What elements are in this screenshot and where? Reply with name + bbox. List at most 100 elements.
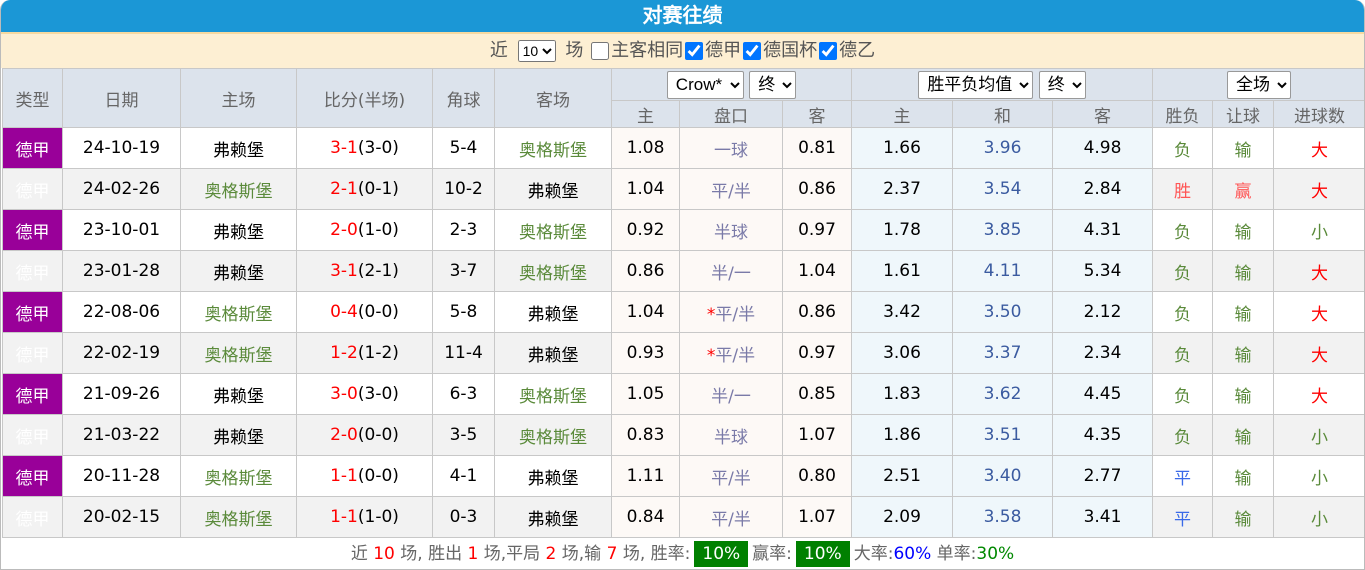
match-count-select[interactable]: 10 [517,40,556,62]
away-team[interactable]: 奥格斯堡 [494,373,612,415]
period-select[interactable]: 全场 [1227,70,1292,99]
half-time-score: (1-0) [357,507,399,527]
score[interactable]: 3-1(3-0) [296,127,433,169]
away-team[interactable]: 弗赖堡 [494,332,612,374]
eu-draw-odds: 3.40 [952,455,1053,497]
away-team[interactable]: 弗赖堡 [494,168,612,210]
league-checkbox-2-bundesliga[interactable] [819,42,838,60]
col-score: 比分(半场) [296,68,433,128]
score[interactable]: 2-0(0-0) [296,414,433,456]
home-team[interactable]: 奥格斯堡 [180,168,297,210]
eu-select-group: 胜平负均值 终 [850,68,1154,101]
ah-away-odds: 0.86 [782,168,852,210]
score[interactable]: 1-1(0-0) [296,455,433,497]
away-team[interactable]: 奥格斯堡 [494,127,612,169]
goals-result: 小 [1273,496,1364,538]
eu-draw-odds: 3.96 [952,127,1053,169]
table-row: 德甲 20-02-15 奥格斯堡 1-1(1-0) 0-3 弗赖堡 0.84 平/半 1.07 2… [2,496,1364,538]
corners: 5-4 [432,127,495,169]
away-team[interactable]: 弗赖堡 [494,496,612,538]
corners: 11-4 [432,332,495,374]
table-row: 德甲 23-10-01 弗赖堡 2-0(1-0) 2-3 奥格斯堡 0.92 半球 0.97 1.… [2,209,1364,251]
score[interactable]: 3-1(2-1) [296,250,433,292]
away-team[interactable]: 奥格斯堡 [494,209,612,251]
score[interactable]: 0-4(0-0) [296,291,433,333]
summary-text: 单率: [936,544,977,564]
home-team[interactable]: 奥格斯堡 [180,455,297,497]
handicap-result: 赢 [1212,168,1275,210]
col-handicap-result: 让球 [1212,100,1275,128]
half-time-score: (0-0) [357,466,399,486]
eu-draw-odds: 3.50 [952,291,1053,333]
half-time-score: (1-2) [357,343,399,363]
half-time-score: (0-0) [357,302,399,322]
eu-away-odds: 4.35 [1051,414,1154,456]
home-team[interactable]: 弗赖堡 [180,209,297,251]
league-type[interactable]: 德甲 [2,455,63,497]
league-type[interactable]: 德甲 [2,373,63,415]
league-type[interactable]: 德甲 [2,414,63,456]
summary-text: 场,输 [561,544,602,564]
ah-home-odds: 0.86 [611,250,680,292]
company-select[interactable]: Crow* [666,70,744,99]
handicap-result: 输 [1212,291,1275,333]
match-date: 21-03-22 [62,414,181,456]
home-team[interactable]: 弗赖堡 [180,373,297,415]
ah-away-odds: 0.85 [782,373,852,415]
match-date: 23-01-28 [62,250,181,292]
score[interactable]: 3-0(3-0) [296,373,433,415]
league-type[interactable]: 德甲 [2,250,63,292]
league-type[interactable]: 德甲 [2,168,63,210]
away-team[interactable]: 弗赖堡 [494,291,612,333]
eu-away-odds: 3.41 [1051,496,1154,538]
same-home-away-checkbox[interactable] [591,42,610,60]
league-type[interactable]: 德甲 [2,209,63,251]
league-checkbox-dfb-pokal[interactable] [743,42,762,60]
summary-wins: 1 [467,544,479,564]
handicap-result: 输 [1212,209,1275,251]
full-time-score: 3-0 [330,384,358,404]
score[interactable]: 2-1(0-1) [296,168,433,210]
summary-text: 近 [350,544,368,564]
eu-draw-odds: 3.85 [952,209,1053,251]
goals-result: 大 [1273,291,1364,333]
summary-losses: 7 [606,544,618,564]
league-type[interactable]: 德甲 [2,291,63,333]
ah-home-odds: 1.08 [611,127,680,169]
home-team[interactable]: 弗赖堡 [180,250,297,292]
match-date: 21-09-26 [62,373,181,415]
score[interactable]: 1-1(1-0) [296,496,433,538]
handicap-result: 输 [1212,332,1275,374]
home-team[interactable]: 弗赖堡 [180,127,297,169]
summary-text: 场,平局 [483,544,541,564]
home-team[interactable]: 弗赖堡 [180,414,297,456]
odds-type-select[interactable]: 胜平负均值 [918,70,1034,99]
table-row: 德甲 21-03-22 弗赖堡 2-0(0-0) 3-5 奥格斯堡 0.83 半球 1.07 1.… [2,414,1364,456]
ah-stage-select[interactable]: 终 [749,70,797,99]
league-type[interactable]: 德甲 [2,127,63,169]
home-team[interactable]: 奥格斯堡 [180,496,297,538]
league-label: 德乙 [839,40,876,61]
col-ah-away: 客 [782,100,852,128]
ah-line-text: 一球 [714,140,748,161]
summary-text: 赢率: [752,544,792,564]
away-team[interactable]: 奥格斯堡 [494,414,612,456]
league-type[interactable]: 德甲 [2,332,63,374]
score[interactable]: 1-2(1-2) [296,332,433,374]
away-team[interactable]: 奥格斯堡 [494,250,612,292]
home-team[interactable]: 奥格斯堡 [180,332,297,374]
half-time-score: (3-0) [357,384,399,404]
ah-line-text: 平/半 [711,468,751,489]
away-team[interactable]: 弗赖堡 [494,455,612,497]
score[interactable]: 2-0(1-0) [296,209,433,251]
handicap-result: 输 [1212,373,1275,415]
eu-stage-select[interactable]: 终 [1038,70,1086,99]
goals-result: 大 [1273,250,1364,292]
eu-away-odds: 2.84 [1051,168,1154,210]
league-type[interactable]: 德甲 [2,496,63,538]
full-time-score: 3-1 [330,261,358,281]
ah-line: 平/半 [679,168,783,210]
full-time-score: 0-4 [330,302,358,322]
home-team[interactable]: 奥格斯堡 [180,291,297,333]
league-checkbox-bundesliga[interactable] [685,42,704,60]
